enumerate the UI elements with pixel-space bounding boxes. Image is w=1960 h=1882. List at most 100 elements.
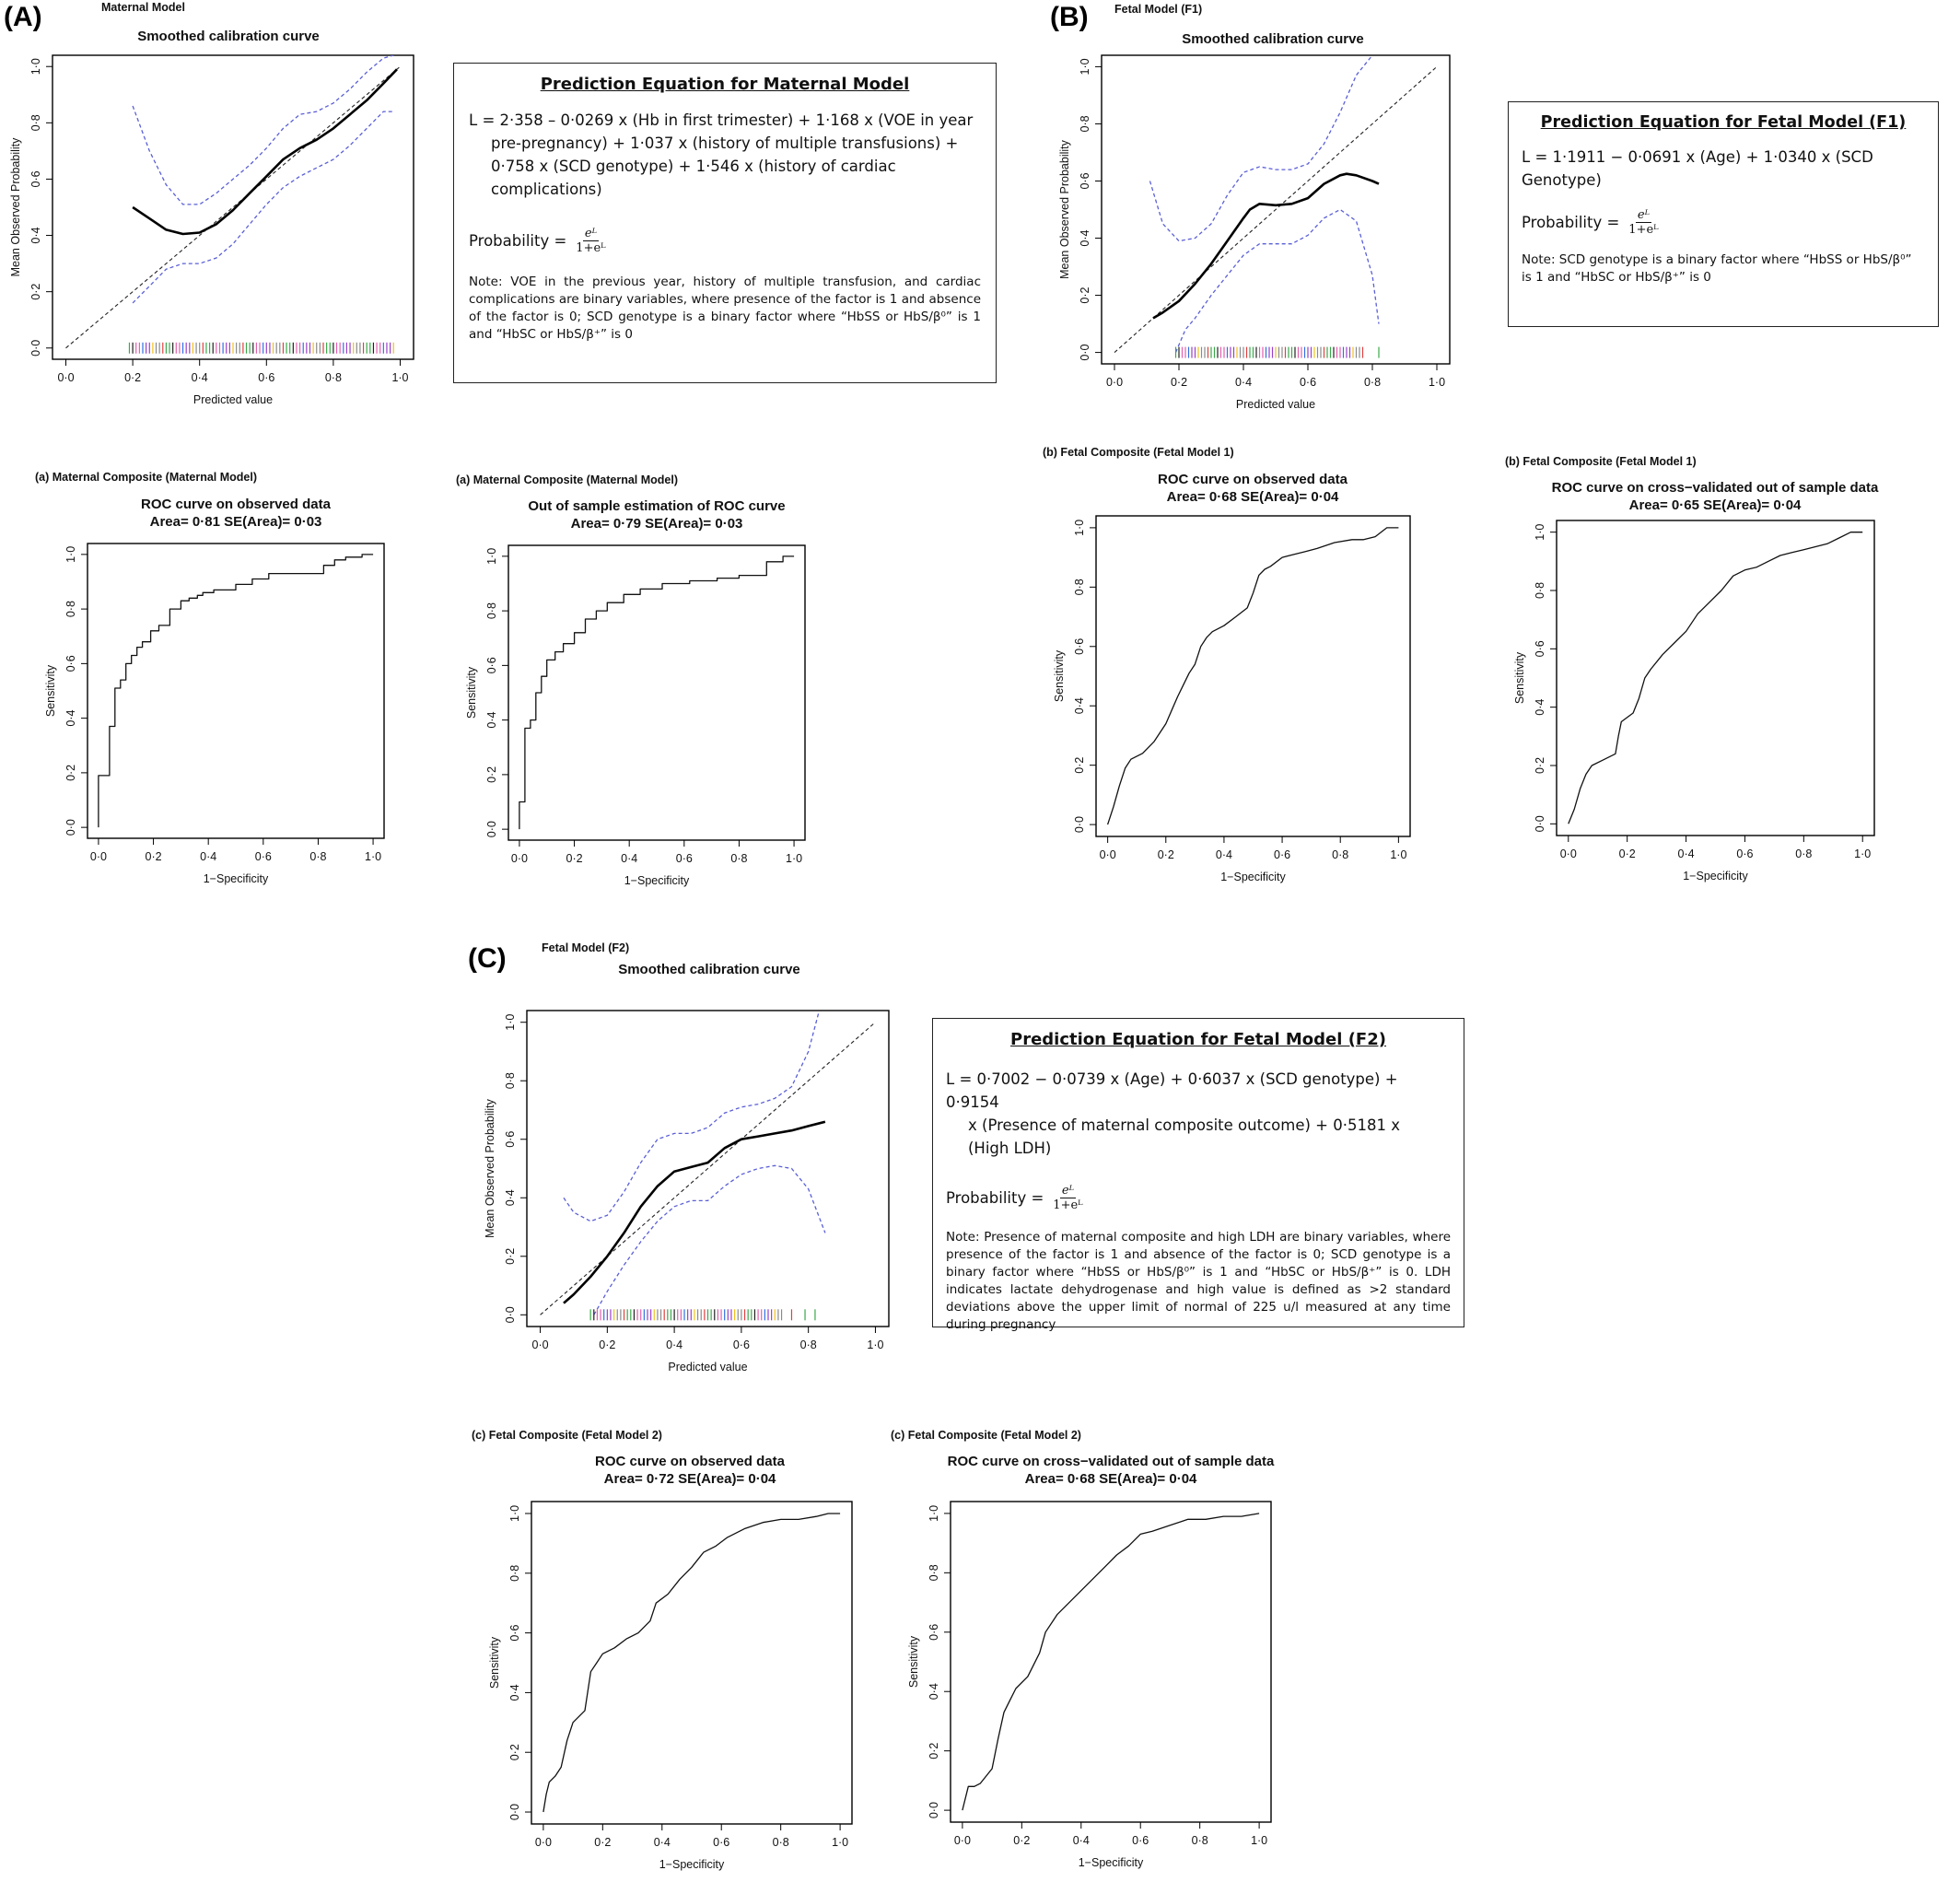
- x-tick-label: 0·6: [1736, 847, 1753, 860]
- chart-subtitle: (c) Fetal Composite (Fetal Model 2): [891, 1429, 1081, 1442]
- equation-box-maternal: Prediction Equation for Maternal Model L…: [453, 63, 997, 383]
- chart-rocB1: 0·0 0·2 0·4 0·6 0·8 1·0 0·0 0·2 0·4 0·6 0·8 1·0 1−Sp…: [1043, 446, 1411, 883]
- x-tick-label: 0·0: [954, 1834, 971, 1847]
- confidence-band-lower: [1174, 208, 1380, 353]
- chart-title: Smoothed calibration curve: [1182, 31, 1364, 47]
- chart-title: ROC curve on observed data: [1158, 472, 1348, 487]
- y-tick-label: 0·0: [29, 340, 42, 357]
- x-axis-label: 1−Specificity: [659, 1858, 725, 1871]
- x-tick-label: 0·4: [1216, 848, 1232, 861]
- chart-calC: 0·0 0·2 0·4 0·6 0·8 1·0 0·0 0·2 0·4 0·6 0·8 1·0 Pred…: [484, 941, 890, 1374]
- equation-title: Prediction Equation for Fetal Model (F1): [1540, 113, 1907, 132]
- x-axis-label: Predicted value: [668, 1361, 747, 1374]
- y-tick-label: 0·8: [1079, 115, 1091, 132]
- x-tick-label: 0·4: [1073, 1834, 1090, 1847]
- x-tick-label: 0·0: [511, 852, 528, 865]
- chart-area-label: Area= 0·81 SE(Area)= 0·03: [150, 514, 322, 530]
- chart-title: Smoothed calibration curve: [137, 29, 320, 44]
- x-axis-label: 1−Specificity: [1079, 1856, 1144, 1869]
- y-tick-label: 0·2: [504, 1248, 517, 1265]
- x-tick-label: 0·2: [599, 1338, 615, 1351]
- y-tick-label: 0·8: [29, 114, 42, 131]
- x-tick-label: 0·4: [192, 371, 208, 384]
- confidence-band-lower: [593, 1164, 826, 1315]
- panel-label-c: (C): [468, 943, 507, 974]
- y-axis-label: Sensitivity: [1053, 649, 1066, 702]
- probability-formula: Probability = eᴸ 1+eᴸ: [469, 227, 981, 255]
- confidence-band-upper: [132, 55, 394, 205]
- x-tick-label: 0·8: [1364, 376, 1381, 389]
- x-tick-label: 0·0: [90, 850, 107, 863]
- probability-fraction: eᴸ 1+eᴸ: [574, 227, 607, 255]
- equation-line: 0·758 x (SCD genotype) + 1·546 x (histor…: [491, 158, 896, 175]
- y-axis-label: Mean Observed Probability: [1058, 139, 1071, 279]
- y-tick-label: 0·2: [29, 284, 42, 300]
- x-tick-label: 0·8: [800, 1338, 817, 1351]
- x-tick-label: 0·6: [1300, 376, 1316, 389]
- y-tick-label: 0·8: [64, 601, 77, 617]
- y-tick-label: 0·6: [928, 1624, 940, 1641]
- x-tick-label: 0·2: [594, 1836, 611, 1849]
- y-tick-label: 0·0: [504, 1306, 517, 1323]
- x-tick-label: 0·0: [1560, 847, 1577, 860]
- chart-title: ROC curve on cross−validated out of samp…: [948, 1454, 1275, 1469]
- x-tick-label: 0·2: [566, 852, 583, 865]
- chart-calA: 0·0 0·2 0·4 0·6 0·8 1·0 0·0 0·2 0·4 0·6 0·8 1·0 Pred…: [9, 1, 414, 406]
- roc-curve: [98, 554, 374, 828]
- plot-frame: [1095, 515, 1411, 837]
- y-tick-label: 0·4: [508, 1684, 521, 1701]
- chart-rocA1: 0·0 0·2 0·4 0·6 0·8 1·0 0·0 0·2 0·4 0·6 0·8 1·0 1−Sp…: [35, 471, 385, 885]
- chart-subtitle: (b) Fetal Composite (Fetal Model 1): [1505, 455, 1697, 468]
- chart-subtitle: Fetal Model (F2): [542, 941, 629, 954]
- fraction-denominator: 1+eᴸ: [576, 241, 606, 255]
- y-tick-label: 0·8: [1534, 582, 1546, 599]
- y-tick-label: 1·0: [508, 1505, 521, 1522]
- y-tick-label: 1·0: [1079, 58, 1091, 75]
- y-tick-label: 0·6: [1079, 172, 1091, 189]
- y-tick-label: 0·6: [64, 655, 77, 672]
- plot-frame: [52, 54, 414, 360]
- equation-box-fetal-f2: Prediction Equation for Fetal Model (F2)…: [932, 1018, 1464, 1332]
- x-tick-label: 1·0: [1390, 848, 1406, 861]
- x-tick-label: 1·0: [1854, 847, 1871, 860]
- y-tick-label: 1·0: [1073, 520, 1086, 536]
- y-axis-label: Mean Observed Probability: [484, 1098, 496, 1238]
- equation-title: Prediction Equation for Maternal Model: [540, 75, 910, 94]
- equation-note: Note: VOE in the previous year, history …: [469, 275, 981, 342]
- y-tick-label: 0·0: [1534, 815, 1546, 832]
- x-tick-label: 0·8: [773, 1836, 789, 1849]
- chart-subtitle: (c) Fetal Composite (Fetal Model 2): [472, 1429, 662, 1442]
- y-axis-label: Sensitivity: [44, 664, 57, 717]
- x-tick-label: 0·2: [1619, 847, 1636, 860]
- x-tick-label: 0·4: [1678, 847, 1695, 860]
- x-tick-label: 0·0: [535, 1836, 552, 1849]
- equation-line: L = 0·7002 − 0·0739 x (Age) + 0·6037 x (…: [946, 1070, 1398, 1111]
- x-tick-label: 0·8: [730, 852, 747, 865]
- y-axis-label: Mean Observed Probability: [9, 137, 22, 277]
- fraction-denominator: 1+eᴸ: [1628, 223, 1659, 237]
- y-tick-label: 0·4: [928, 1683, 940, 1700]
- x-tick-label: 0·8: [1795, 847, 1812, 860]
- y-tick-label: 0·0: [508, 1804, 521, 1820]
- probability-label: Probability =: [946, 1189, 1044, 1207]
- x-tick-label: 0·6: [1274, 848, 1290, 861]
- y-axis-label: Sensitivity: [488, 1636, 501, 1689]
- ideal-line: [1114, 65, 1438, 354]
- fraction-denominator: 1+eᴸ: [1053, 1198, 1083, 1212]
- y-tick-label: 0·4: [1073, 697, 1086, 714]
- x-tick-label: 0·2: [1013, 1834, 1030, 1847]
- y-tick-label: 0·8: [508, 1565, 521, 1582]
- chart-subtitle: Maternal Model: [101, 1, 185, 14]
- plot-frame: [1101, 54, 1451, 365]
- x-tick-label: 1·0: [1429, 376, 1445, 389]
- confidence-band-upper: [563, 1013, 820, 1222]
- panel-label-a: (A): [4, 2, 42, 32]
- x-tick-label: 0·6: [676, 852, 693, 865]
- chart-area-label: Area= 0·68 SE(Area)= 0·04: [1025, 1471, 1197, 1487]
- x-tick-label: 0·0: [532, 1338, 549, 1351]
- x-tick-label: 1·0: [365, 850, 381, 863]
- y-tick-label: 0·8: [485, 602, 498, 619]
- ideal-line: [65, 65, 401, 349]
- x-tick-label: 0·6: [258, 371, 274, 384]
- y-tick-label: 1·0: [928, 1505, 940, 1522]
